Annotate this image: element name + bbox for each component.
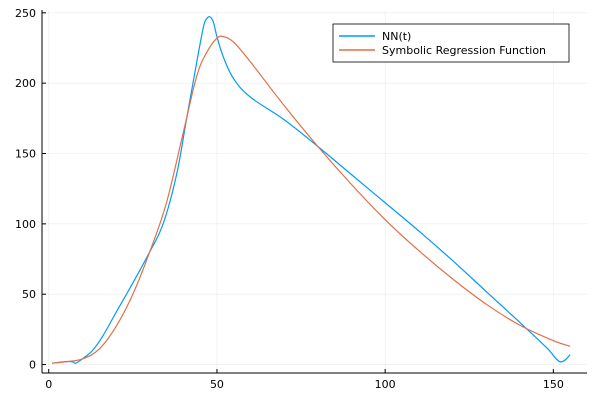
series-line-symbolic-regression	[52, 35, 571, 364]
y-tick-label: 0	[29, 359, 36, 372]
axes	[41, 10, 587, 374]
legend-label: Symbolic Regression Function	[382, 44, 546, 57]
legend-label: NN(t)	[382, 30, 411, 43]
series-line-nn	[52, 16, 571, 364]
y-tick-label: 200	[15, 77, 36, 90]
x-tick-label: 100	[375, 378, 396, 391]
legend: NN(t)Symbolic Regression Function	[332, 23, 570, 63]
grid	[42, 10, 587, 373]
y-tick-label: 250	[15, 7, 36, 20]
y-tick-label: 100	[15, 218, 36, 231]
y-tick-label: 50	[22, 288, 36, 301]
x-tick-label: 50	[210, 378, 224, 391]
tick-labels: 0 50 100 150 0 50 100 150 200 250	[15, 7, 564, 391]
series-lines	[52, 16, 571, 364]
y-tick-label: 150	[15, 148, 36, 161]
x-tick-label: 150	[543, 378, 564, 391]
legend-box	[332, 23, 570, 63]
x-tick-label: 0	[45, 378, 52, 391]
